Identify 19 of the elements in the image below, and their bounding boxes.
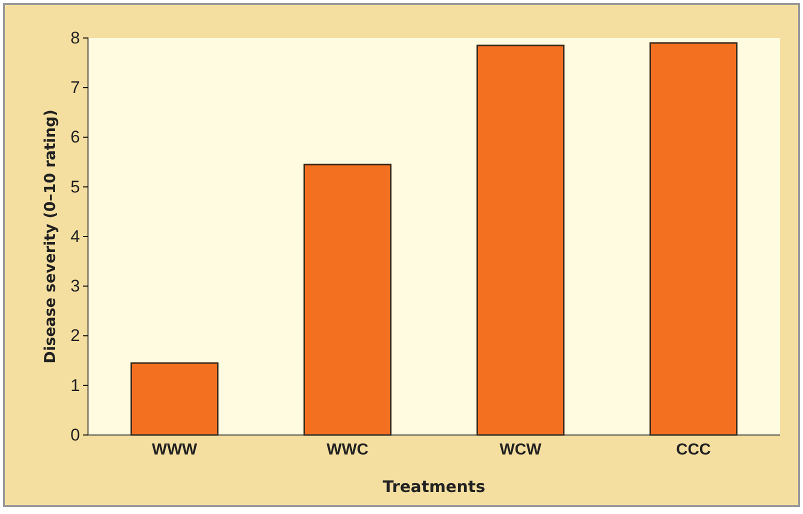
x-tick-label: CCC [676,441,712,458]
y-axis-title: Disease severity (0–10 rating) [41,110,59,364]
bar [650,42,738,436]
y-tick-label: 2 [70,326,80,346]
bar [476,44,564,436]
y-tick-label: 3 [70,276,80,296]
y-tick-label: 7 [70,78,80,98]
bar [304,164,392,436]
x-tick-label: WWC [326,441,369,458]
y-tick-label: 4 [70,226,80,246]
y-tick-label: 5 [70,177,80,196]
y-tick-label: 0 [70,425,80,444]
y-tick-label: 6 [70,128,80,147]
x-tick-label: WCW [500,441,542,458]
x-tick-label: WWW [152,441,198,458]
y-tick-label: 8 [70,28,80,48]
y-tick-label: 1 [70,376,80,395]
x-axis-title: Treatments [382,477,486,496]
bar [130,362,218,436]
